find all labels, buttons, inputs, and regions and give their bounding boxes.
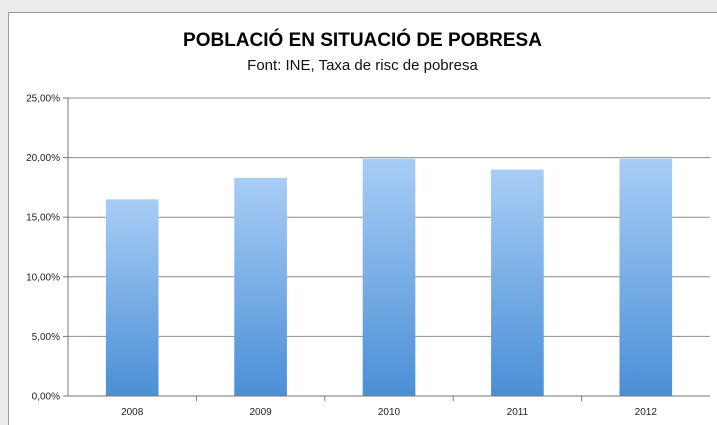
axes: 0,00% 5,00% 10,00% 15,00% 20,00% 25,00% 2008 20… (26, 94, 710, 418)
x-tick-label: 2008 (121, 407, 144, 418)
y-tick-label: 10,00% (26, 272, 60, 283)
x-tick-label: 2010 (378, 407, 401, 418)
y-tick-label: 25,00% (26, 94, 60, 105)
bar-2011 (491, 169, 544, 396)
window-top-border (0, 0, 717, 13)
bar-2010 (362, 158, 416, 396)
chart-subtitle: Font: INE, Taxa de risc de pobresa (247, 57, 478, 74)
y-tick-label: 0,00% (32, 392, 60, 403)
bar-2008 (105, 199, 159, 396)
bars (105, 158, 673, 396)
y-tick-label: 5,00% (32, 332, 60, 343)
bar-2012 (619, 158, 673, 396)
window-left-border (0, 12, 9, 425)
bar-2009 (234, 177, 287, 396)
x-tick-label: 2011 (507, 407, 529, 418)
y-tick-label: 15,00% (26, 213, 60, 224)
x-tick-label: 2009 (249, 407, 272, 418)
x-tick-label: 2012 (635, 407, 658, 418)
chart-title: POBLACIÓ EN SITUACIÓ DE POBRESA (183, 30, 542, 51)
y-tick-label: 20,00% (26, 153, 60, 164)
